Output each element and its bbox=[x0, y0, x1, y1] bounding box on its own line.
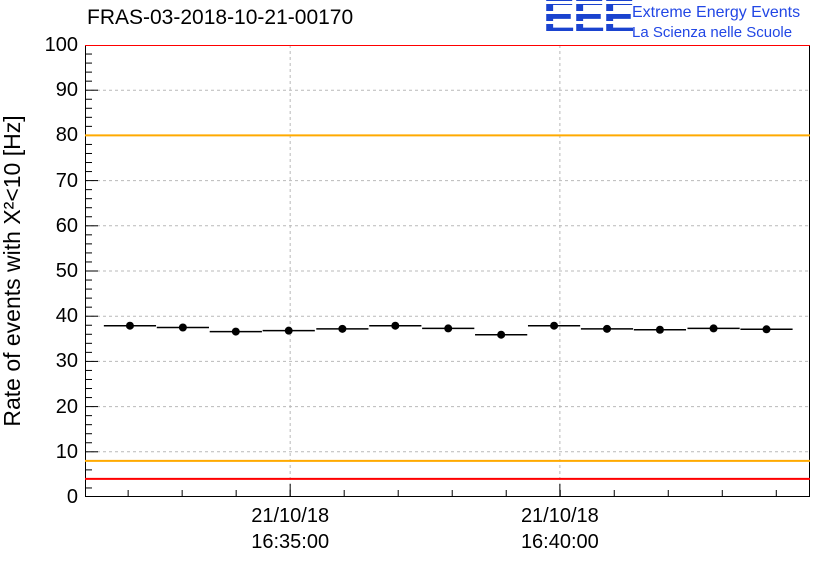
eee-logo-text-line1: Extreme Energy Events bbox=[632, 4, 801, 21]
x-tick-label: 21/10/18 16:40:00 bbox=[480, 503, 640, 555]
y-tick-label: 0 bbox=[66, 486, 78, 508]
data-point bbox=[338, 324, 347, 333]
data-point bbox=[709, 324, 718, 333]
x-tick-label: 21/10/18 16:35:00 bbox=[210, 503, 370, 555]
y-tick-label: 100 bbox=[44, 34, 78, 56]
y-tick-label: 30 bbox=[55, 350, 78, 373]
eee-logo: EEE Extreme Energy Events La Scienza nel… bbox=[540, 0, 836, 46]
y-tick-label: 70 bbox=[55, 169, 78, 192]
eee-logo-letters: EEE bbox=[543, 0, 635, 42]
x-tick-label-date: 21/10/18 bbox=[251, 505, 330, 527]
data-point bbox=[655, 325, 664, 334]
plot-canvas bbox=[85, 45, 810, 497]
eee-logo-text-line2: La Scienza nelle Scuole bbox=[632, 24, 793, 41]
y-tick-label: 60 bbox=[55, 214, 78, 237]
data-point bbox=[391, 321, 400, 330]
data-point bbox=[497, 330, 506, 339]
data-point bbox=[125, 321, 134, 330]
data-point bbox=[550, 321, 559, 330]
data-point bbox=[444, 324, 453, 333]
chart-title: FRAS-03-2018-10-21-00170 bbox=[87, 6, 354, 29]
data-point bbox=[178, 323, 187, 332]
x-tick-label-time: 16:40:00 bbox=[520, 531, 599, 553]
data-point bbox=[603, 324, 611, 333]
y-tick-label: 20 bbox=[55, 395, 78, 418]
y-tick-label: 80 bbox=[55, 124, 78, 147]
y-tick-label: 50 bbox=[55, 260, 78, 282]
data-point bbox=[284, 326, 293, 335]
data-point bbox=[231, 327, 240, 336]
data-point bbox=[762, 325, 771, 334]
y-tick-label: 40 bbox=[55, 305, 78, 328]
y-tick-label: 10 bbox=[55, 440, 78, 463]
x-tick-label-date: 21/10/18 bbox=[520, 505, 599, 527]
x-tick-label-time: 16:35:00 bbox=[251, 531, 330, 553]
y-tick-label: 90 bbox=[55, 79, 78, 102]
